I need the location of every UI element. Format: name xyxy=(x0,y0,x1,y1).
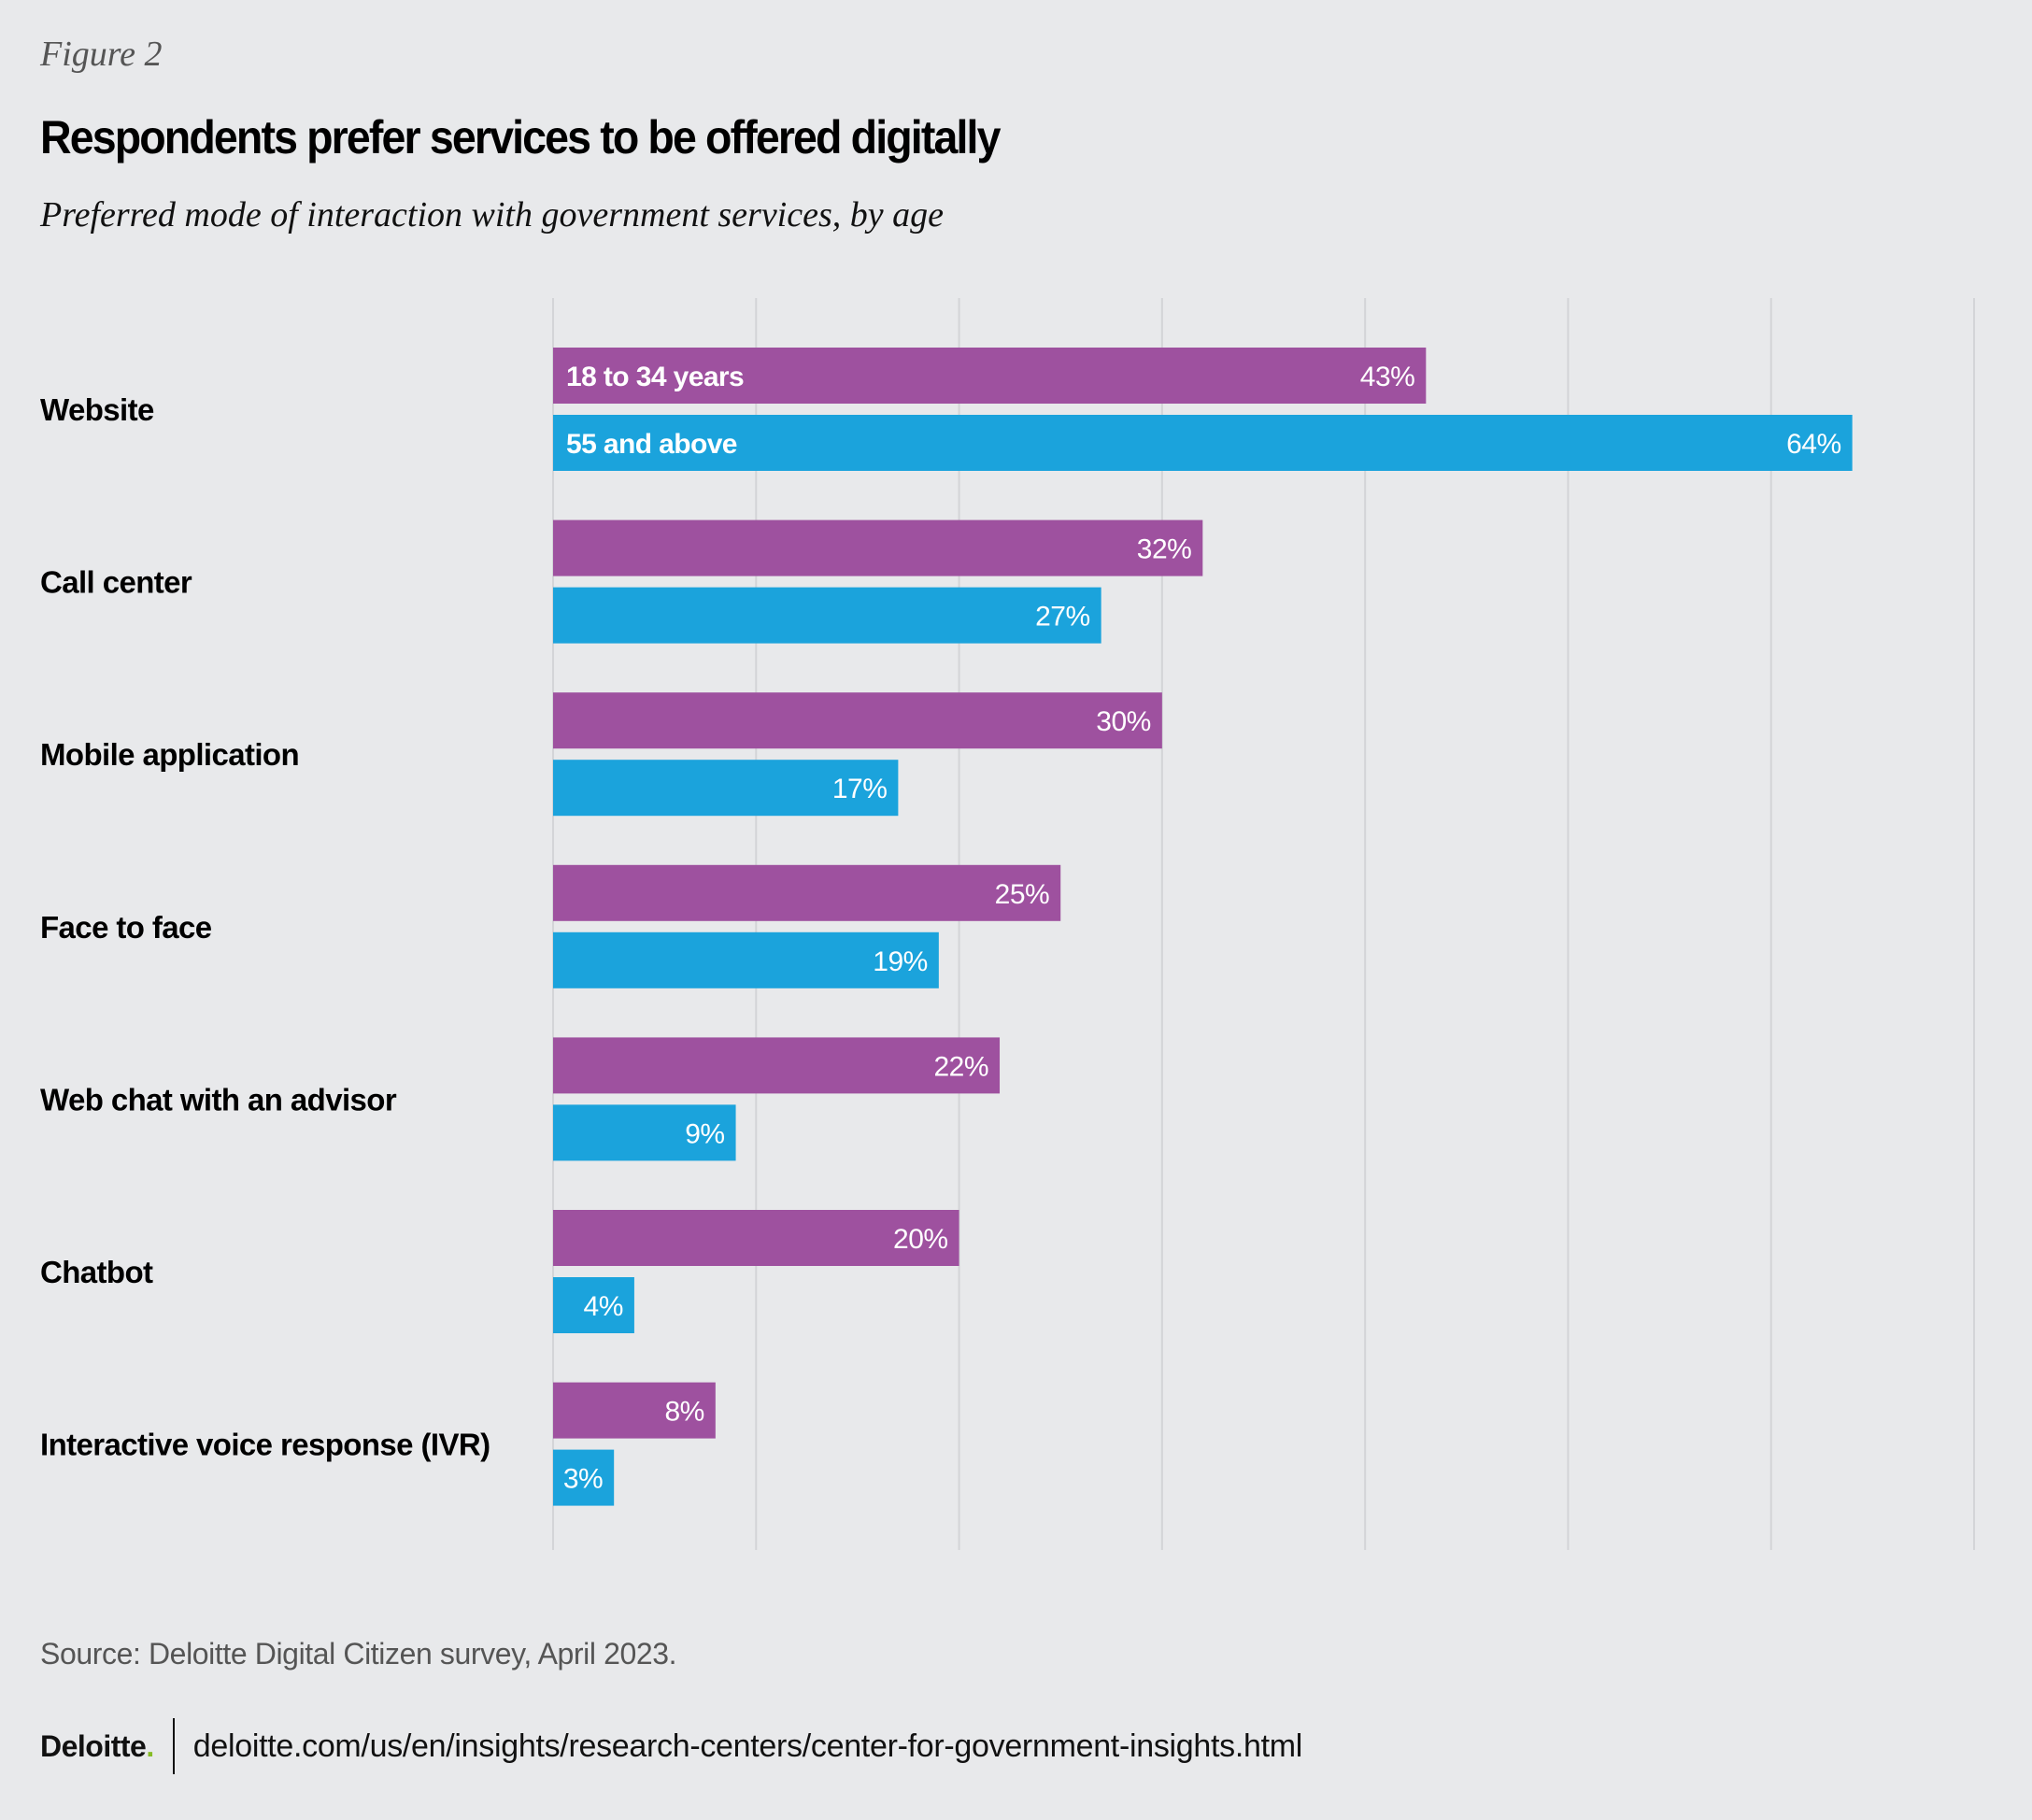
bar-age-18-34 xyxy=(553,1210,959,1266)
category-label: Web chat with an advisor xyxy=(40,1082,397,1116)
value-label: 8% xyxy=(664,1397,703,1428)
category-label: Chatbot xyxy=(40,1255,153,1289)
deloitte-logo: Deloitte. xyxy=(40,1729,154,1764)
category-label: Website xyxy=(40,392,154,427)
value-label: 17% xyxy=(832,774,888,804)
bar-age-18-34 xyxy=(553,519,1203,576)
value-label: 22% xyxy=(933,1051,988,1082)
footer: Deloitte. deloitte.com/us/en/insights/re… xyxy=(40,1717,1302,1775)
category-label: Mobile application xyxy=(40,737,299,772)
series-legend-label: 18 to 34 years xyxy=(566,362,744,392)
labels: Website 43% 18 to 34 years 64% 55 and above C… xyxy=(40,362,1841,1495)
bar-age-55-plus xyxy=(553,587,1101,644)
bar-age-18-34 xyxy=(553,692,1162,749)
value-label: 3% xyxy=(563,1464,603,1495)
value-label: 43% xyxy=(1360,362,1415,392)
series-legend-label: 55 and above xyxy=(566,429,737,460)
bar-age-18-34 xyxy=(553,1382,716,1439)
chart-subtitle: Preferred mode of interaction with gover… xyxy=(40,195,944,235)
value-label: 30% xyxy=(1096,706,1151,737)
logo-text: Deloitte xyxy=(40,1728,147,1763)
bar-age-55-plus xyxy=(553,931,939,988)
category-label: Face to face xyxy=(40,910,212,945)
bar-age-18-34 xyxy=(553,1037,1001,1094)
bar-age-18-34 xyxy=(553,864,1061,921)
source-note: Source: Deloitte Digital Citizen survey,… xyxy=(40,1637,677,1671)
footer-divider xyxy=(172,1718,175,1774)
value-label: 4% xyxy=(584,1291,623,1322)
value-label: 27% xyxy=(1035,602,1090,633)
logo-dot: . xyxy=(146,1728,154,1763)
value-label: 25% xyxy=(995,879,1050,910)
value-label: 19% xyxy=(873,946,928,977)
bar-chart: Website 43% 18 to 34 years 64% 55 and above C… xyxy=(40,298,1975,1550)
bars xyxy=(553,348,1853,1506)
category-label: Call center xyxy=(40,565,192,600)
value-label: 20% xyxy=(893,1224,948,1255)
bar-age-55-plus xyxy=(553,415,1853,471)
bar-age-18-34 xyxy=(553,348,1427,404)
value-label: 64% xyxy=(1786,429,1841,460)
category-label: Interactive voice response (IVR) xyxy=(40,1428,490,1462)
chart-title: Respondents prefer services to be offere… xyxy=(40,111,1001,164)
bar-age-55-plus xyxy=(553,1277,634,1333)
bar-age-55-plus xyxy=(553,1104,736,1161)
value-label: 32% xyxy=(1137,534,1192,565)
bar-age-55-plus xyxy=(553,760,899,817)
value-label: 9% xyxy=(685,1118,724,1149)
gridlines xyxy=(552,298,1975,1550)
bar-age-55-plus xyxy=(553,1449,615,1506)
footer-url[interactable]: deloitte.com/us/en/insights/research-cen… xyxy=(192,1728,1303,1764)
figure-label: Figure 2 xyxy=(40,35,163,74)
